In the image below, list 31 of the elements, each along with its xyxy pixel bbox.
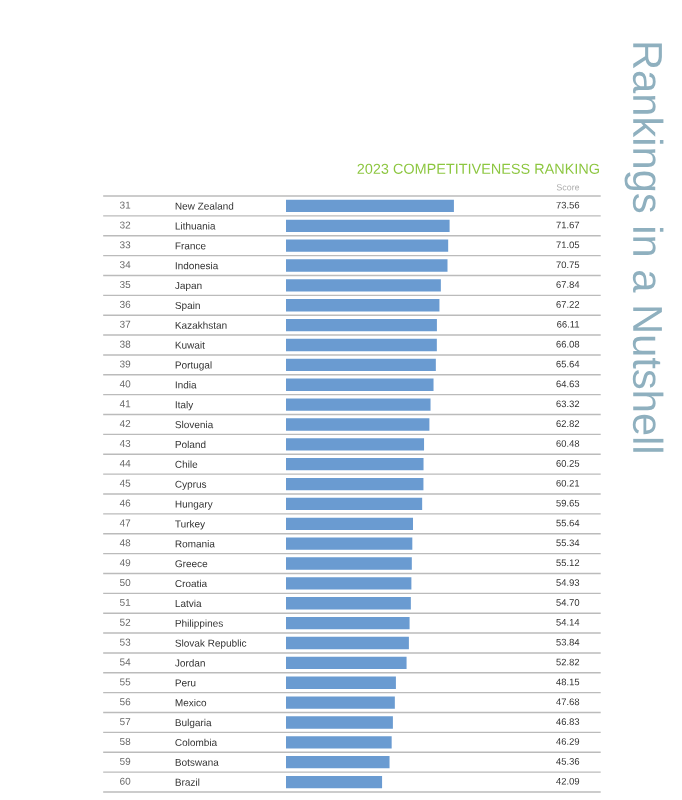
text: Rankings in a Nutshell [624,43,664,452]
bar [286,338,437,352]
bar [286,775,383,789]
bar [286,597,411,610]
bar [286,219,450,232]
bar [286,199,454,213]
bar [286,517,414,530]
bar [286,239,449,252]
bar [286,636,409,650]
bar [286,557,412,570]
bar [286,756,390,769]
bar [286,477,424,491]
bar [286,458,424,471]
bar [286,358,436,372]
bar [286,418,430,431]
bar [286,537,413,550]
bar [286,656,407,670]
bar [286,616,410,630]
bar [286,696,395,709]
bar [286,299,440,312]
bar [286,497,423,511]
bar [286,259,448,272]
bar [286,577,412,590]
bar [286,676,396,689]
bar [286,279,441,292]
bar [286,438,425,451]
bar [286,318,437,332]
bar [286,398,431,411]
bar [286,716,393,729]
bar [286,378,434,391]
bar [286,736,392,749]
